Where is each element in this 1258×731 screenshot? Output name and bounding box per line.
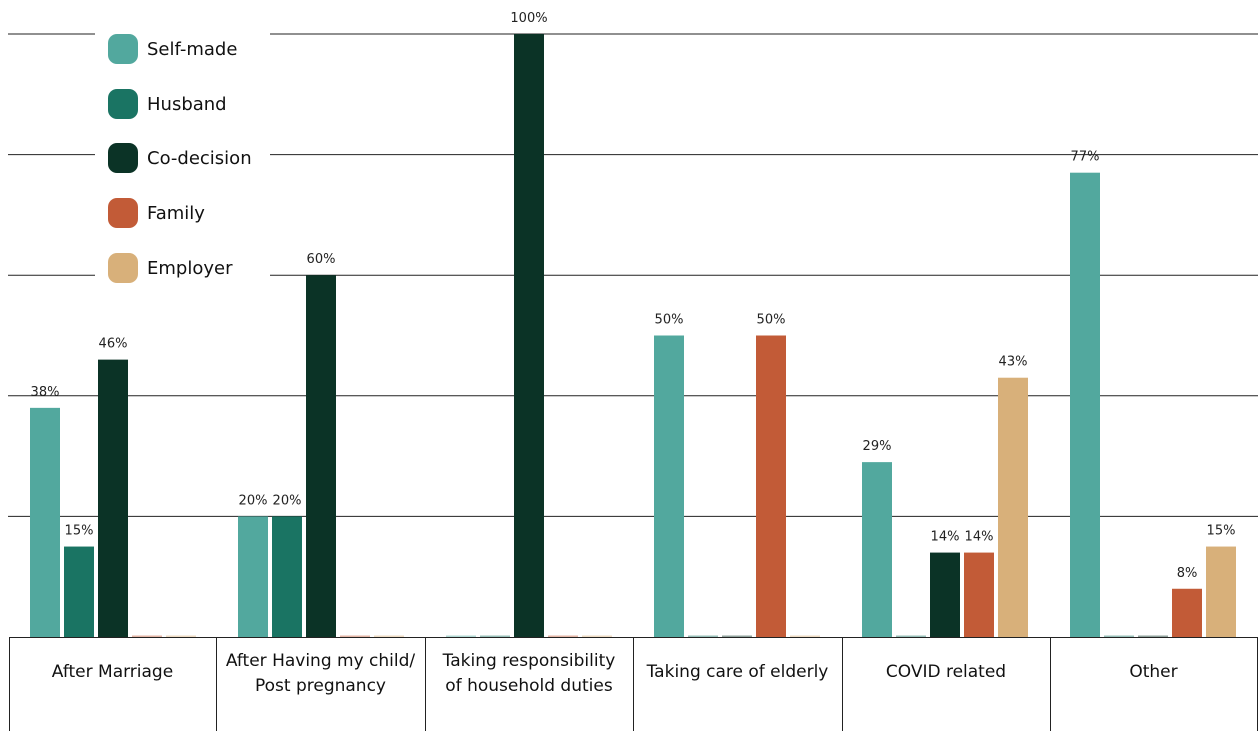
data-label: 14% xyxy=(965,530,994,545)
bar-employer xyxy=(998,377,1028,637)
category-table: After Marriage After Having my child/Post… xyxy=(9,637,1258,731)
legend-label: Husband xyxy=(147,94,227,115)
data-label: 100% xyxy=(510,11,547,26)
bar-employer xyxy=(374,635,404,637)
legend-swatch xyxy=(108,34,138,64)
bar-co-decision xyxy=(514,34,544,637)
bar-self-made xyxy=(654,335,684,637)
bar-husband xyxy=(64,546,94,637)
bar-family xyxy=(964,552,994,637)
bar-co-decision xyxy=(1138,635,1168,637)
bar-self-made xyxy=(862,462,892,637)
data-label: 46% xyxy=(99,337,128,352)
category-label: COVID related xyxy=(886,662,1006,682)
data-label: 8% xyxy=(1177,566,1198,581)
bar-self-made xyxy=(1070,172,1100,637)
bar-employer xyxy=(582,635,612,637)
data-label: 38% xyxy=(31,385,60,400)
bar-family xyxy=(756,335,786,637)
bar-co-decision xyxy=(930,552,960,637)
bar-employer xyxy=(1206,546,1236,637)
category-label: of household duties xyxy=(445,676,613,696)
data-label: 60% xyxy=(307,252,336,267)
bars xyxy=(30,34,1236,637)
data-label: 77% xyxy=(1071,150,1100,165)
category-label: After Having my child/ xyxy=(226,651,416,671)
bar-husband xyxy=(896,635,926,637)
bar-self-made xyxy=(446,635,476,637)
bar-employer xyxy=(790,635,820,637)
data-label: 50% xyxy=(655,313,684,328)
data-label: 14% xyxy=(931,530,960,545)
bar-husband xyxy=(480,635,510,637)
data-label: 43% xyxy=(999,355,1028,370)
legend-label: Family xyxy=(147,203,205,224)
bar-husband xyxy=(1104,635,1134,637)
bar-self-made xyxy=(30,407,60,637)
category-label: Taking care of elderly xyxy=(646,662,829,682)
bar-family xyxy=(548,635,578,637)
bar-husband xyxy=(688,635,718,637)
data-label: 15% xyxy=(1207,524,1236,539)
bar-husband xyxy=(272,516,302,637)
legend-swatch xyxy=(108,253,138,283)
legend-label: Self-made xyxy=(147,39,237,60)
data-label: 50% xyxy=(757,313,786,328)
data-labels: 38% 15% 46% 20% 20% 60% 100% 50% 50% 29% 14% 14% 43%… xyxy=(31,11,1236,581)
data-label: 20% xyxy=(273,493,302,508)
category-label: Post pregnancy xyxy=(255,676,386,696)
bar-co-decision xyxy=(98,359,128,637)
bar-family xyxy=(1172,588,1202,637)
bar-family xyxy=(340,635,370,637)
legend-label: Employer xyxy=(147,258,233,279)
bar-self-made xyxy=(238,516,268,637)
legend-swatch xyxy=(108,198,138,228)
legend-swatch xyxy=(108,89,138,119)
bar-co-decision xyxy=(722,635,752,637)
legend: Self-made Husband Co-decision Family Employe… xyxy=(95,20,270,285)
legend-swatch xyxy=(108,143,138,173)
data-label: 15% xyxy=(65,524,94,539)
category-label: Taking responsibility xyxy=(442,651,616,671)
category-label: After Marriage xyxy=(52,662,173,682)
data-label: 20% xyxy=(239,493,268,508)
legend-label: Co-decision xyxy=(147,148,252,169)
bar-employer xyxy=(166,635,196,637)
category-label: Other xyxy=(1129,662,1177,682)
bar-family xyxy=(132,635,162,637)
data-label: 29% xyxy=(863,439,892,454)
bar-co-decision xyxy=(306,275,336,637)
